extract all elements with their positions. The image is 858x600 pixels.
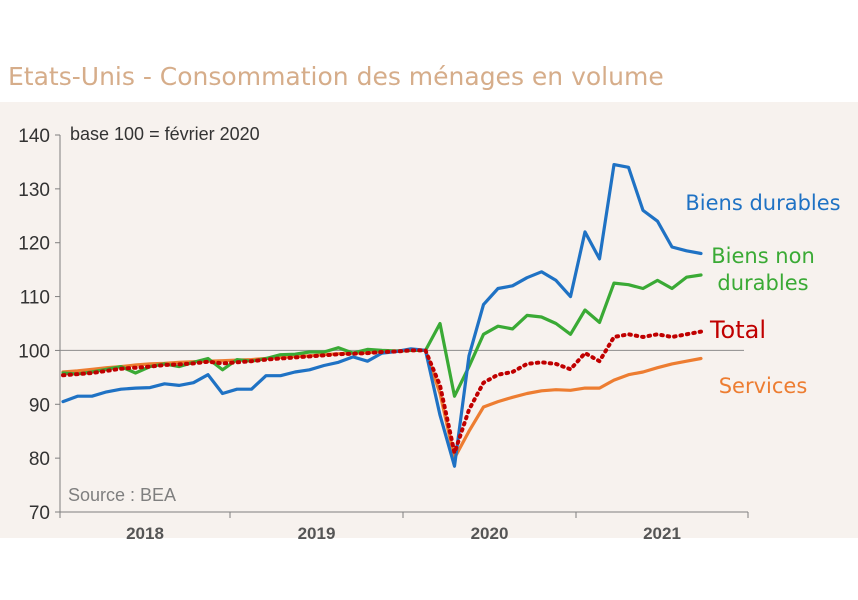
series-line-biens-non-durables	[61, 273, 703, 398]
series-line-total	[61, 329, 703, 455]
series-label-total: Total	[709, 316, 766, 344]
base-annotation: base 100 = février 2020	[70, 124, 260, 144]
axes	[59, 135, 748, 513]
x-ticks: 2018 2019 2020 2021	[59, 512, 749, 543]
series-group	[61, 163, 703, 468]
x-year-label: 2020	[471, 524, 509, 543]
x-year-label: 2018	[126, 524, 164, 543]
series-line-biens-durables	[61, 163, 703, 468]
source-note: Source : BEA	[68, 485, 176, 505]
chart-title: Etats-Unis - Consommation des ménages en…	[8, 62, 664, 91]
y-tick-label: 130	[18, 180, 50, 201]
y-tick-label: 90	[29, 395, 50, 416]
y-tick-label: 70	[29, 503, 50, 524]
y-tick-label: 140	[18, 126, 50, 147]
series-label-services: Services	[719, 374, 808, 398]
series-label-biens-durables: Biens durables	[685, 191, 840, 215]
y-tick-label: 110	[20, 288, 50, 309]
x-year-label: 2019	[298, 524, 336, 543]
series-label-biens-non-durables: Biens non durables	[711, 244, 815, 295]
series-labels: Biens durables Biens non durables Total Serv…	[685, 191, 840, 398]
y-ticks: 70 80 90 100 110 120 130 140	[18, 126, 60, 524]
chart-panel	[0, 102, 858, 538]
y-tick-label: 80	[29, 449, 50, 470]
y-tick-label: 100	[18, 341, 50, 362]
y-tick-label: 120	[18, 234, 50, 255]
x-year-label: 2021	[643, 524, 681, 543]
